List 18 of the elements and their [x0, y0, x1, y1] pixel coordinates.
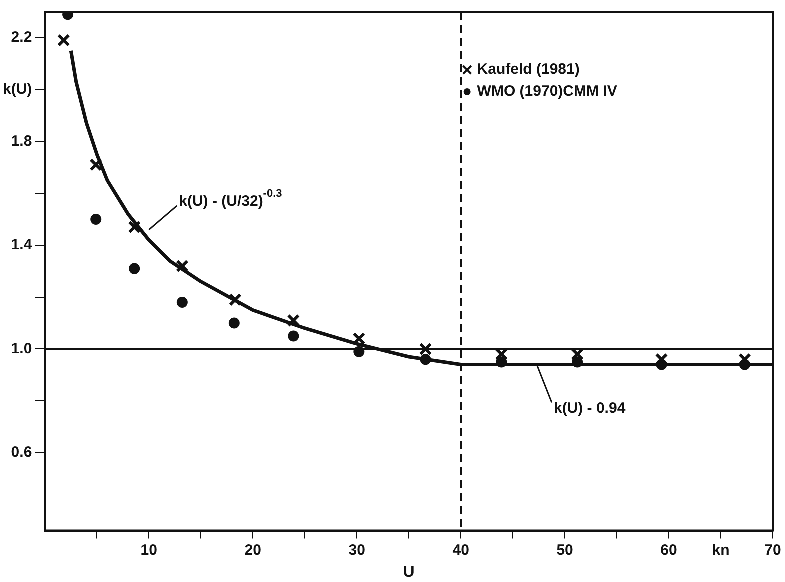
annotation: k(U) - 0.94	[554, 400, 626, 417]
x-tick-label: 20	[244, 542, 262, 559]
y-tick-label: 1.0	[11, 340, 32, 358]
x-tick-label: 50	[556, 542, 574, 559]
x-tick-label: 10	[140, 542, 158, 559]
x-axis-title: U	[403, 564, 415, 581]
legend-label: Kaufeld (1981)	[477, 61, 580, 78]
x-tick-label: 40	[452, 542, 470, 559]
x-tick-label: 30	[348, 542, 366, 559]
x-tick-label: 70	[764, 542, 782, 559]
x-tick-label: kn	[712, 542, 730, 559]
y-tick-label: k(U)	[2, 80, 32, 98]
y-tick-label: 2.2	[11, 29, 32, 46]
y-tick-label: 1.4	[11, 236, 33, 254]
y-tick-label: 1.8	[11, 132, 32, 150]
y-tick-label: 0.6	[11, 444, 32, 462]
legend-label: WMO (1970)CMM IV	[477, 83, 618, 100]
x-tick-label: 60	[660, 542, 678, 559]
